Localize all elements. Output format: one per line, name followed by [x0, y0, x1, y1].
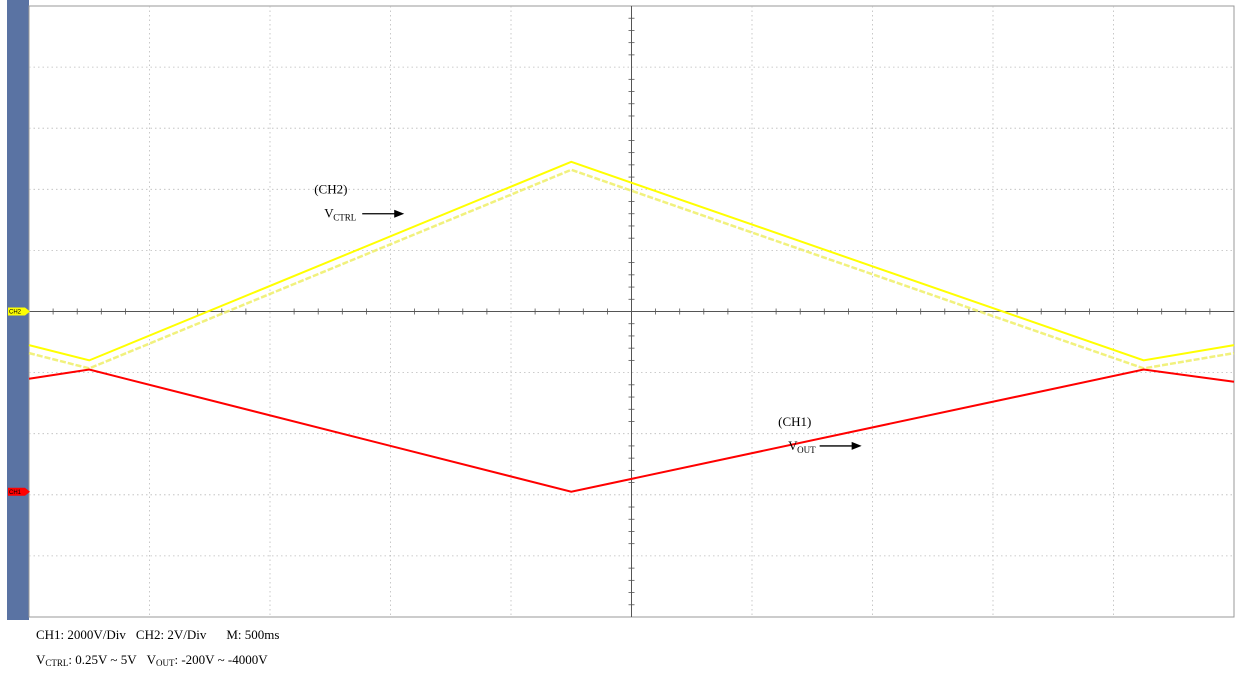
vout-symbol: V — [146, 652, 156, 667]
caption-ranges: VCTRL: 0.25V ~ 5V VOUT: -200V ~ -4000V — [36, 652, 268, 671]
out-channel-label: (CH1) — [778, 414, 811, 429]
ch2-marker — [8, 307, 30, 316]
ch1-scale-text: CH1: 2000V/Div — [36, 627, 126, 642]
timebase-text: M: 500ms — [226, 627, 280, 642]
ctrl-channel-label: (CH2) — [314, 182, 347, 197]
vctrl-symbol: V — [36, 652, 46, 667]
annotations: (CH2)V CTRL(CH1)V OUT — [314, 182, 862, 455]
ctrl-signal-subscript: CTRL — [333, 213, 356, 223]
ctrl-signal-label: V — [324, 206, 334, 221]
ctrl-arrow-head — [394, 209, 405, 218]
ch2-scale-text: CH2: 2V/Div — [135, 627, 207, 642]
out-signal-label: V — [788, 438, 798, 453]
ch1-marker — [8, 487, 30, 496]
channel-markers: CH2 CH1 — [8, 307, 30, 496]
vout-range-text: : -200V ~ -4000V — [174, 652, 268, 667]
vctrl-subscript: CTRL — [45, 658, 69, 668]
ch1-trace — [28, 368, 1235, 493]
out-arrow-head — [851, 441, 862, 450]
vctrl-range-text: : 0.25V ~ 5V — [68, 652, 137, 667]
ch2-trace-shadow — [28, 168, 1235, 370]
ch2-marker-label: CH2 — [9, 310, 22, 316]
vout-subscript: OUT — [155, 658, 175, 668]
ch2-trace — [28, 160, 1235, 362]
ch1-marker-label: CH1 — [9, 490, 22, 496]
out-signal-subscript: OUT — [797, 445, 816, 455]
caption-scales: CH1: 2000V/Div CH2: 2V/Div M: 500ms — [36, 627, 279, 643]
traces — [28, 160, 1235, 493]
